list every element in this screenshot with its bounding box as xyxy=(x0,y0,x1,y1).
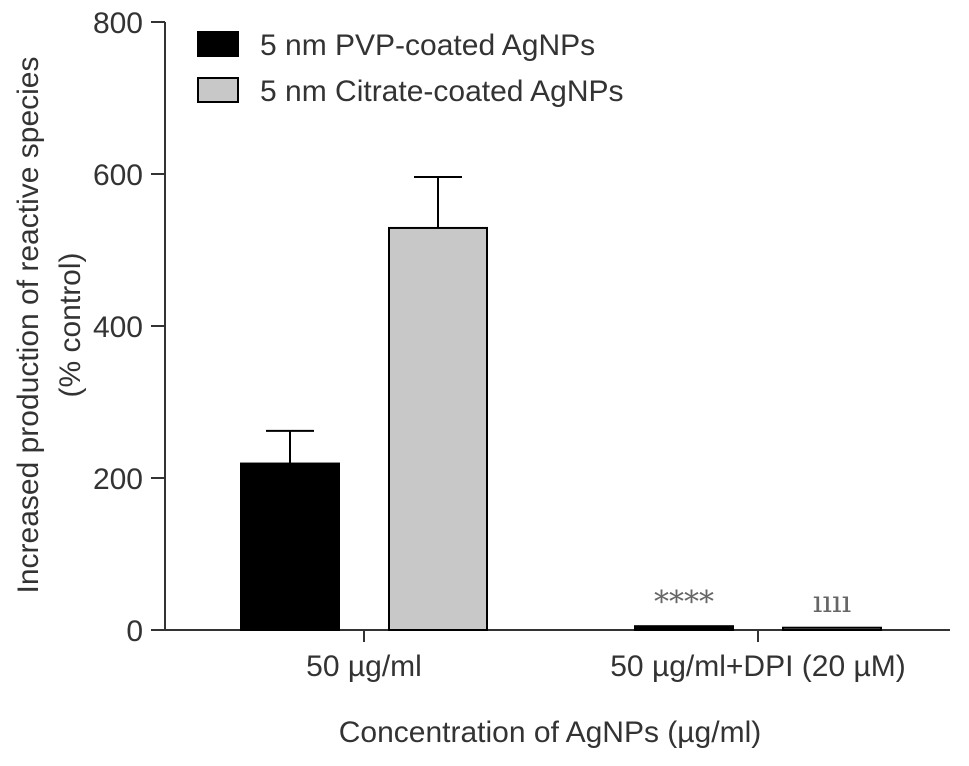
legend-swatch-0 xyxy=(197,31,239,57)
x-tick-label-0: 50 µg/ml xyxy=(306,650,422,683)
y-axis-title-line-1: Increased production of reactive species xyxy=(12,57,45,594)
y-tick-label-600: 600 xyxy=(93,159,143,192)
bars xyxy=(240,176,882,632)
y-axis: 0 200 400 600 800 xyxy=(93,7,166,648)
legend-label-0: 5 nm PVP-coated AgNPs xyxy=(260,29,595,62)
y-tick-label-800: 800 xyxy=(93,7,143,40)
legend-swatch-1 xyxy=(197,77,239,103)
y-tick-label-200: 200 xyxy=(93,463,143,496)
y-axis-title-line-2: (% control) xyxy=(54,252,87,397)
legend: 5 nm PVP-coated AgNPs 5 nm Citrate-coated… xyxy=(197,29,624,108)
significance-marker-0: **** xyxy=(654,585,714,620)
x-axis-title: Concentration of AgNPs (µg/ml) xyxy=(339,716,761,749)
significance-markers: **** ıııı xyxy=(654,585,851,620)
bar-series-0-cat-1 xyxy=(634,625,734,632)
bar-series-0-cat-0 xyxy=(240,462,340,631)
x-tick-label-1: 50 µg/ml+DPI (20 µM) xyxy=(610,650,906,683)
bar-series-1-cat-0 xyxy=(388,226,488,632)
bar-series-1-cat-1 xyxy=(782,626,882,631)
y-tick-label-0: 0 xyxy=(126,615,143,648)
significance-marker-1: ıııı xyxy=(813,585,851,620)
y-tick-label-400: 400 xyxy=(93,311,143,344)
x-axis: 50 µg/ml 50 µg/ml+DPI (20 µM) xyxy=(165,629,950,683)
legend-label-1: 5 nm Citrate-coated AgNPs xyxy=(260,75,624,108)
